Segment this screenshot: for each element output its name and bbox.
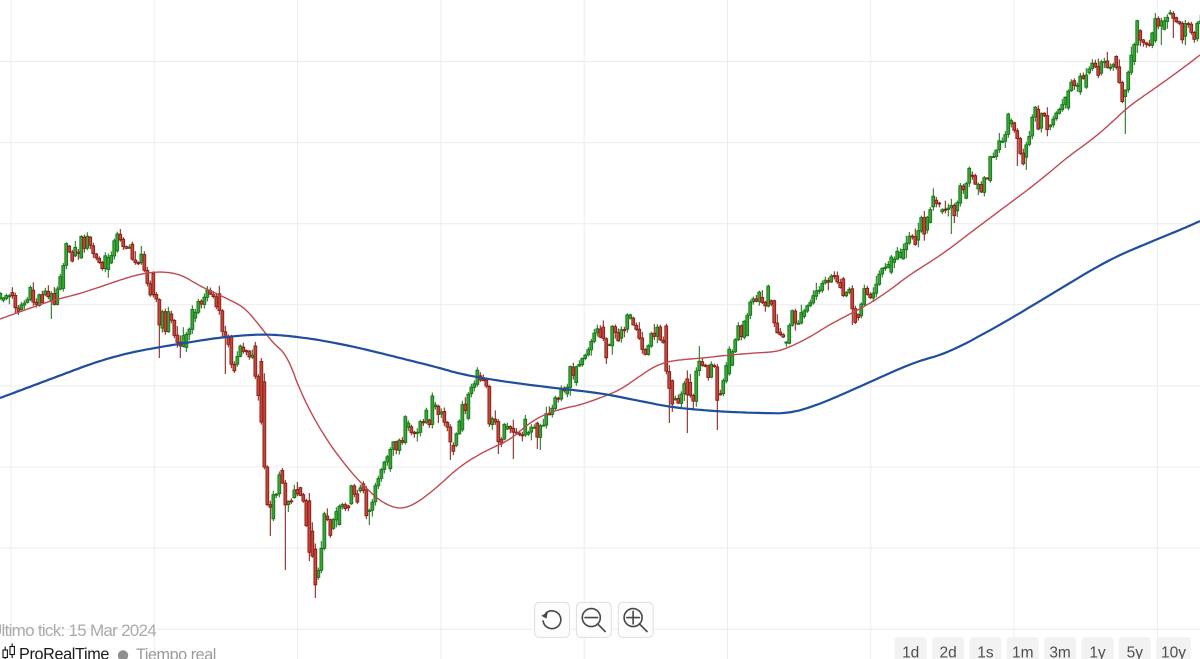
- svg-text:1d: 1d: [902, 645, 919, 659]
- svg-text:ProRealTime: ProRealTime: [19, 646, 109, 659]
- svg-text:2d: 2d: [939, 645, 956, 659]
- svg-text:10y: 10y: [1161, 645, 1186, 659]
- svg-text:Tiempo real: Tiempo real: [136, 646, 216, 659]
- svg-text:1s: 1s: [977, 645, 994, 659]
- svg-text:1y: 1y: [1089, 645, 1106, 659]
- svg-text:3m: 3m: [1049, 645, 1071, 659]
- svg-text:5y: 5y: [1127, 645, 1144, 659]
- svg-text:Último tick: 15 Mar 2024: Último tick: 15 Mar 2024: [0, 621, 156, 640]
- svg-text:1m: 1m: [1012, 645, 1034, 659]
